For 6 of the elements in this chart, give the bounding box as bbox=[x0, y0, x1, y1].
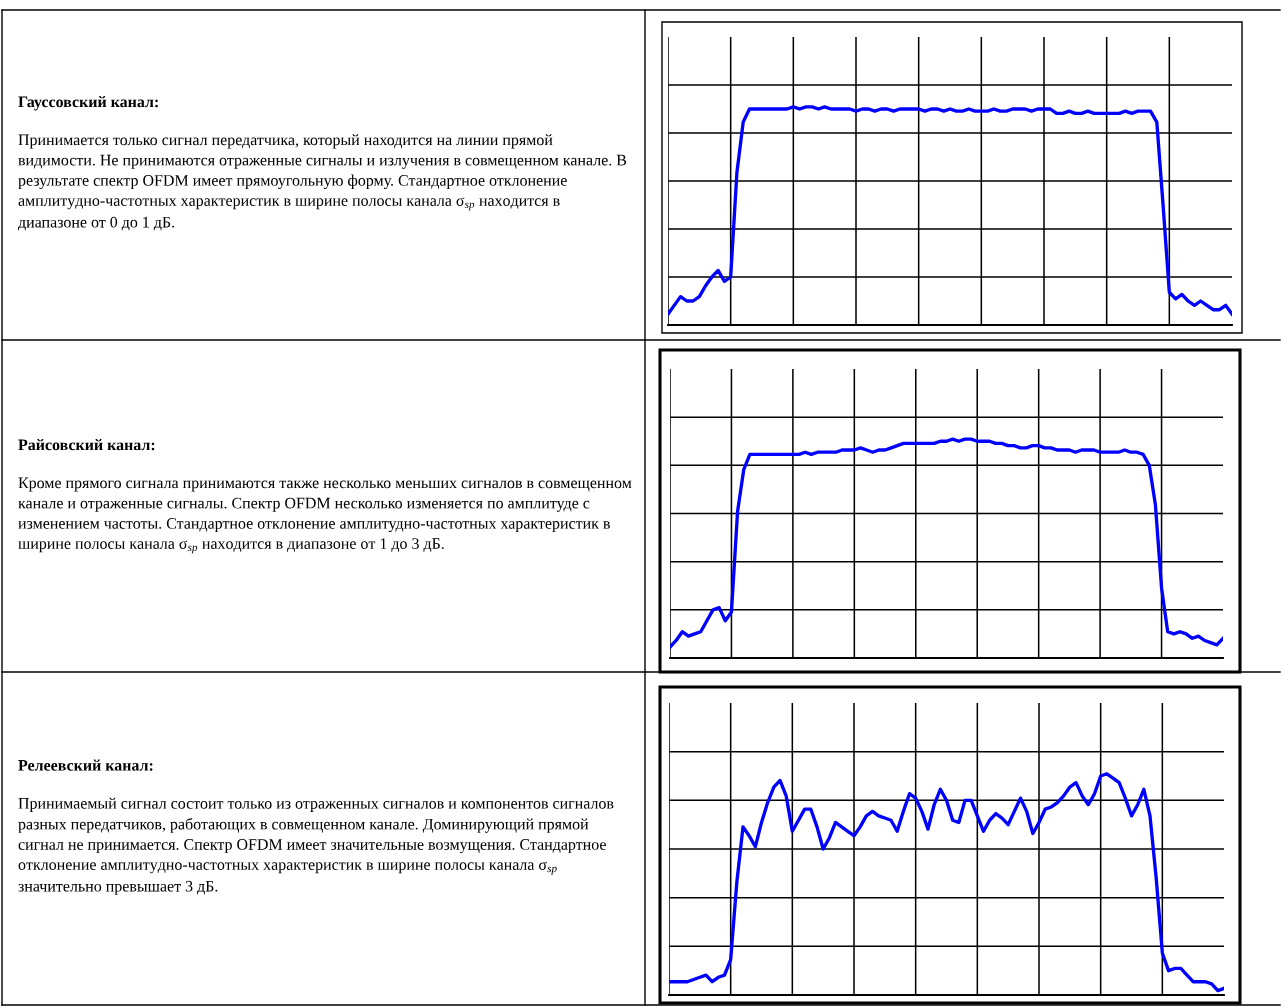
text: Принимается только сигнал передатчика, который находится на линии прямой видимости. Не принимаются отраженные сигналы и излучения в совмещенном канале. В результате спектр OFDM имеет прямоугольную форму. Стандартное отклонение амплитудно-частотных характеристик в ширине полосы канала σ$_{sp}$ находится в диапазоне от 0 до 1 дБ. bbox=[18, 134, 627, 231]
text: Кроме прямого сигнала принимаются также несколько меньших сигналов в совмещенном канале и отраженные сигналы. Спектр OFDM несколько изменяется по амплитуде с изменением частоты. Стандартное отклонение амплитудно-частотных характеристик в ширине полосы канала σ$_{sp}$ находится в диапазоне от 1 до 3 дБ. bbox=[18, 477, 632, 554]
text: Релеевский канал: bbox=[18, 759, 153, 771]
text: Райсовский канал: bbox=[18, 439, 155, 451]
text: Гауссовский канал: bbox=[18, 96, 158, 111]
text: Принимаемый сигнал состоит только из отраженных сигналов и компонентов сигналов разных передатчиков, работающих в совмещенном канале. Доминирующий прямой сигнал не принимается. Спектр OFDM имеет значительные возмущения. Стандартное отклонение амплитудно-частотных характеристик в ширине полосы канала σ$_{sp}$ значительно превышает 3 дБ. bbox=[18, 797, 614, 895]
